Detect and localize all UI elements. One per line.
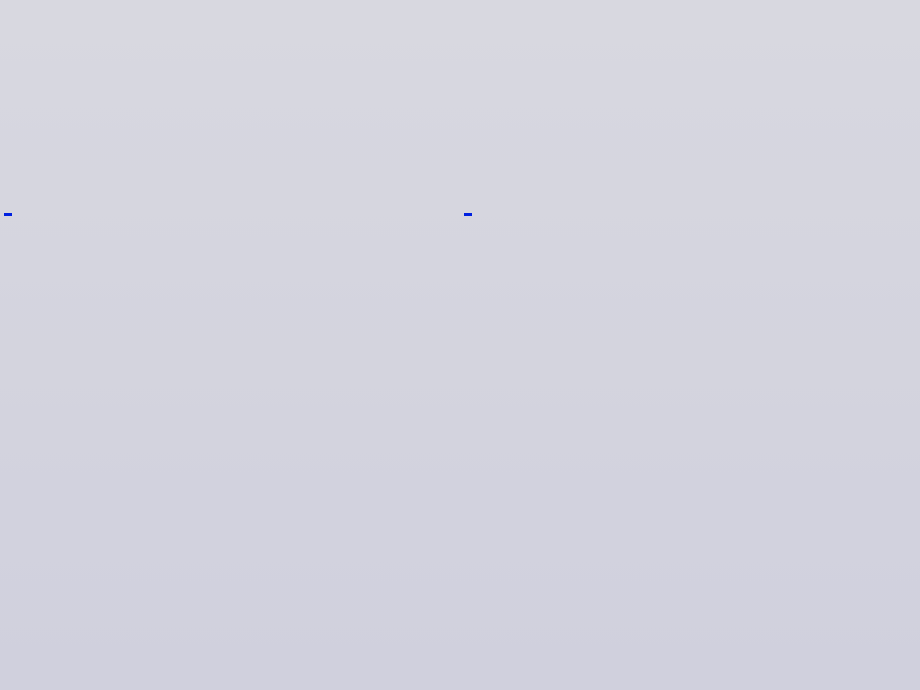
formula-left: [0, 195, 12, 227]
fraction-icon: [4, 213, 12, 216]
chart-left: [0, 195, 460, 690]
notes-block: [0, 0, 920, 8]
formula-right: [460, 195, 472, 227]
formula-right-num: [464, 213, 472, 216]
formula-left-num: [4, 213, 12, 216]
charts-row: [0, 195, 920, 690]
chart-right: [460, 195, 920, 690]
fraction-icon: [464, 213, 472, 216]
